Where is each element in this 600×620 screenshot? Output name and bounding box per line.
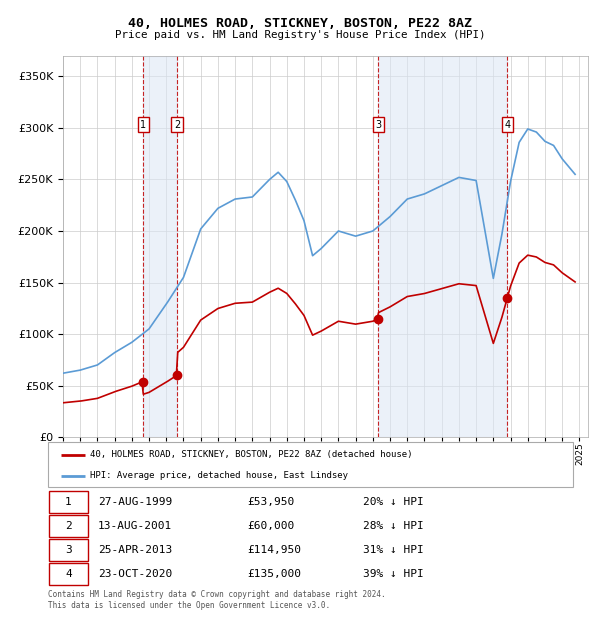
Text: 2: 2 [65, 521, 72, 531]
Text: 25-APR-2013: 25-APR-2013 [98, 545, 172, 555]
Text: 4: 4 [504, 120, 511, 130]
Text: 1: 1 [65, 497, 72, 507]
Text: 23-OCT-2020: 23-OCT-2020 [98, 569, 172, 579]
Text: £114,950: £114,950 [248, 545, 302, 555]
Text: 3: 3 [375, 120, 382, 130]
FancyBboxPatch shape [49, 563, 88, 585]
FancyBboxPatch shape [49, 515, 88, 537]
Text: 27-AUG-1999: 27-AUG-1999 [98, 497, 172, 507]
FancyBboxPatch shape [48, 442, 573, 487]
Bar [379, 56, 507, 437]
Text: 39% ↓ HPI: 39% ↓ HPI [363, 569, 424, 579]
Text: 3: 3 [65, 545, 72, 555]
FancyBboxPatch shape [49, 491, 88, 513]
Text: 13-AUG-2001: 13-AUG-2001 [98, 521, 172, 531]
Text: 2: 2 [174, 120, 180, 130]
Text: 20% ↓ HPI: 20% ↓ HPI [363, 497, 424, 507]
Text: Price paid vs. HM Land Registry's House Price Index (HPI): Price paid vs. HM Land Registry's House … [115, 30, 485, 40]
Text: 40, HOLMES ROAD, STICKNEY, BOSTON, PE22 8AZ (detached house): 40, HOLMES ROAD, STICKNEY, BOSTON, PE22 … [90, 450, 413, 459]
Bar [143, 56, 177, 437]
Text: £135,000: £135,000 [248, 569, 302, 579]
Text: 28% ↓ HPI: 28% ↓ HPI [363, 521, 424, 531]
Text: 1: 1 [140, 120, 146, 130]
Text: £53,950: £53,950 [248, 497, 295, 507]
FancyBboxPatch shape [49, 539, 88, 561]
Text: 40, HOLMES ROAD, STICKNEY, BOSTON, PE22 8AZ: 40, HOLMES ROAD, STICKNEY, BOSTON, PE22 … [128, 17, 472, 30]
Text: £60,000: £60,000 [248, 521, 295, 531]
Text: 31% ↓ HPI: 31% ↓ HPI [363, 545, 424, 555]
Text: HPI: Average price, detached house, East Lindsey: HPI: Average price, detached house, East… [90, 471, 348, 480]
Text: 4: 4 [65, 569, 72, 579]
Text: Contains HM Land Registry data © Crown copyright and database right 2024.
This d: Contains HM Land Registry data © Crown c… [48, 590, 386, 609]
